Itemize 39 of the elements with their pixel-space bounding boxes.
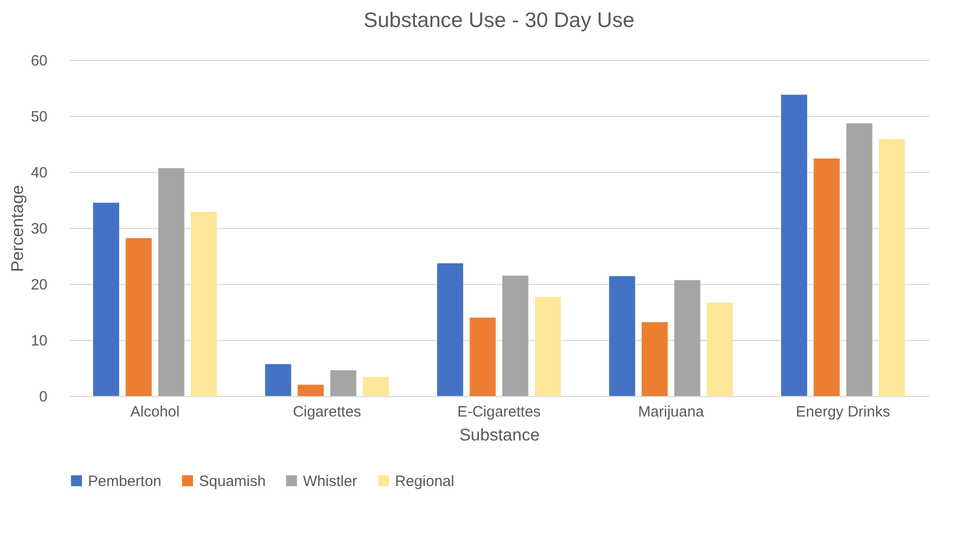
bar (502, 276, 528, 396)
bar (437, 263, 464, 396)
bar (330, 370, 356, 396)
bar (706, 302, 733, 396)
bar (878, 138, 905, 396)
bar (814, 158, 840, 396)
bar (158, 168, 184, 396)
y-tick-label: 10 (30, 332, 48, 350)
x-tick-label: E-Cigarettes (457, 404, 541, 420)
legend-label: Squamish (199, 472, 266, 490)
legend-label: Whistler (303, 472, 358, 490)
bar (298, 384, 324, 396)
bar (190, 212, 217, 396)
bar (126, 238, 152, 396)
bar (362, 376, 389, 396)
bar (609, 276, 636, 396)
x-tick-label: Alcohol (130, 404, 180, 420)
bar (674, 280, 700, 396)
x-tick-label: Energy Drinks (796, 404, 890, 420)
bar (470, 318, 496, 396)
legend-label: Pemberton (88, 472, 162, 490)
y-tick-label: 30 (30, 220, 48, 238)
x-tick-label: Cigarettes (292, 404, 362, 420)
x-tick-label: Marijuana (638, 404, 705, 420)
y-tick-label: 40 (30, 164, 48, 182)
x-axis-title: Substance (459, 426, 540, 444)
legend-label: Regional (395, 472, 454, 490)
bar (781, 94, 808, 396)
bar (846, 123, 872, 396)
bar (534, 296, 561, 396)
bar (642, 322, 668, 396)
y-tick-label: 0 (39, 388, 48, 406)
y-tick-label: 50 (30, 108, 48, 126)
y-axis-title: Percentage (8, 185, 27, 272)
bar (93, 202, 120, 396)
chart-title: Substance Use - 30 Day Use (364, 9, 634, 32)
bar (265, 364, 292, 396)
y-tick-label: 20 (30, 276, 48, 294)
y-tick-label: 60 (30, 52, 48, 70)
